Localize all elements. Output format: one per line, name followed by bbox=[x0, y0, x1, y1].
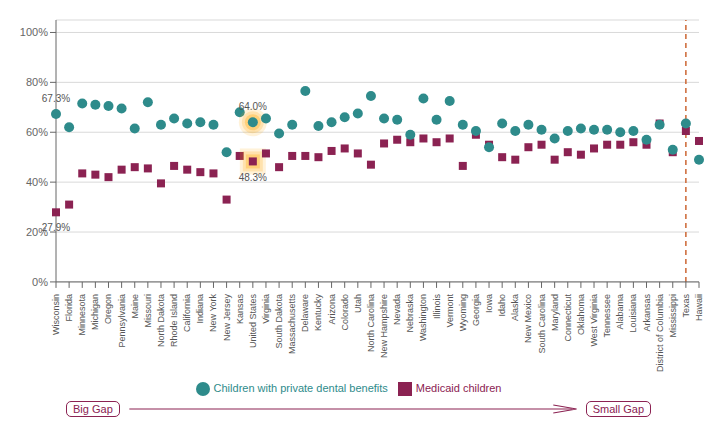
svg-text:Wisconsin: Wisconsin bbox=[51, 294, 61, 335]
html-text:Medicaid children: Medicaid children bbox=[415, 381, 502, 394]
svg-text:Illinois: Illinois bbox=[432, 293, 442, 319]
svg-text:Alabama: Alabama bbox=[615, 294, 625, 330]
svg-text:20%: 20% bbox=[26, 225, 48, 238]
svg-text:Delaware: Delaware bbox=[300, 294, 310, 332]
svg-text:South Carolina: South Carolina bbox=[537, 294, 547, 354]
svg-text:Maryland: Maryland bbox=[550, 294, 560, 331]
svg-text:Oregon: Oregon bbox=[103, 294, 113, 324]
svg-text:64.0%: 64.0% bbox=[239, 101, 267, 112]
svg-text:Arkansas: Arkansas bbox=[642, 293, 652, 331]
svg-text:Missouri: Missouri bbox=[143, 294, 153, 328]
svg-text:United States: United States bbox=[248, 293, 258, 348]
html-text:Big Gap: Big Gap bbox=[73, 403, 113, 415]
svg-text:48.3%: 48.3% bbox=[239, 172, 267, 183]
svg-text:60%: 60% bbox=[26, 126, 48, 138]
svg-text:Louisiana: Louisiana bbox=[628, 294, 638, 333]
svg-text:West Virginia: West Virginia bbox=[589, 294, 599, 347]
svg-text:Wyoming: Wyoming bbox=[458, 294, 468, 331]
svg-text:Colorado: Colorado bbox=[340, 294, 350, 331]
svg-text:Mississippi: Mississippi bbox=[668, 294, 678, 338]
svg-text:Hawaii: Hawaii bbox=[694, 294, 704, 321]
svg-text:Georgia: Georgia bbox=[471, 294, 481, 326]
html-text:Small Gap: Small Gap bbox=[592, 403, 644, 415]
svg-text:Maine: Maine bbox=[130, 294, 140, 319]
svg-text:New Hampshire: New Hampshire bbox=[379, 294, 389, 358]
svg-text:Vermont: Vermont bbox=[445, 293, 455, 327]
svg-text:North Dakota: North Dakota bbox=[156, 294, 166, 347]
svg-text:Kentucky: Kentucky bbox=[313, 293, 323, 331]
svg-text:0%: 0% bbox=[32, 276, 48, 288]
svg-text:67.3%: 67.3% bbox=[42, 93, 70, 104]
html-text:Children with private dental b: Children with private dental benefits bbox=[213, 381, 388, 394]
svg-text:27.9%: 27.9% bbox=[42, 222, 70, 233]
svg-text:Florida: Florida bbox=[64, 294, 74, 322]
svg-text:Tennessee: Tennessee bbox=[602, 294, 612, 338]
svg-text:New Jersey: New Jersey bbox=[222, 293, 232, 341]
svg-text:New York: New York bbox=[208, 293, 218, 332]
svg-text:Utah: Utah bbox=[353, 294, 363, 313]
svg-text:Massachusetts: Massachusetts bbox=[287, 293, 297, 354]
svg-text:North Carolina: North Carolina bbox=[366, 294, 376, 352]
svg-text:Minnesota: Minnesota bbox=[77, 294, 87, 336]
svg-text:Washington: Washington bbox=[418, 294, 428, 341]
svg-text:80%: 80% bbox=[26, 76, 48, 88]
svg-text:Rhode Island: Rhode Island bbox=[169, 294, 179, 347]
svg-text:Arizona: Arizona bbox=[327, 294, 337, 325]
svg-text:California: California bbox=[182, 294, 192, 332]
svg-text:Iowa: Iowa bbox=[484, 294, 494, 313]
svg-text:Oklahoma: Oklahoma bbox=[576, 294, 586, 335]
svg-text:Virginia: Virginia bbox=[261, 294, 271, 324]
svg-text:Alaska: Alaska bbox=[510, 294, 520, 321]
svg-text:Indiana: Indiana bbox=[195, 294, 205, 324]
svg-text:Connecticut: Connecticut bbox=[563, 293, 573, 341]
svg-text:Michigan: Michigan bbox=[90, 294, 100, 330]
svg-text:Nevada: Nevada bbox=[392, 294, 402, 325]
svg-text:District of Columbia: District of Columbia bbox=[655, 294, 665, 372]
svg-text:Nebraska: Nebraska bbox=[405, 294, 415, 333]
svg-text:South Dakota: South Dakota bbox=[274, 294, 284, 349]
svg-text:Idaho: Idaho bbox=[497, 294, 507, 317]
svg-text:Texas: Texas bbox=[681, 293, 691, 317]
svg-text:40%: 40% bbox=[26, 176, 48, 188]
svg-text:Kansas: Kansas bbox=[235, 293, 245, 324]
svg-text:100%: 100% bbox=[20, 26, 48, 38]
svg-text:Pennsylvania: Pennsylvania bbox=[117, 294, 127, 348]
svg-text:New Mexico: New Mexico bbox=[523, 294, 533, 343]
